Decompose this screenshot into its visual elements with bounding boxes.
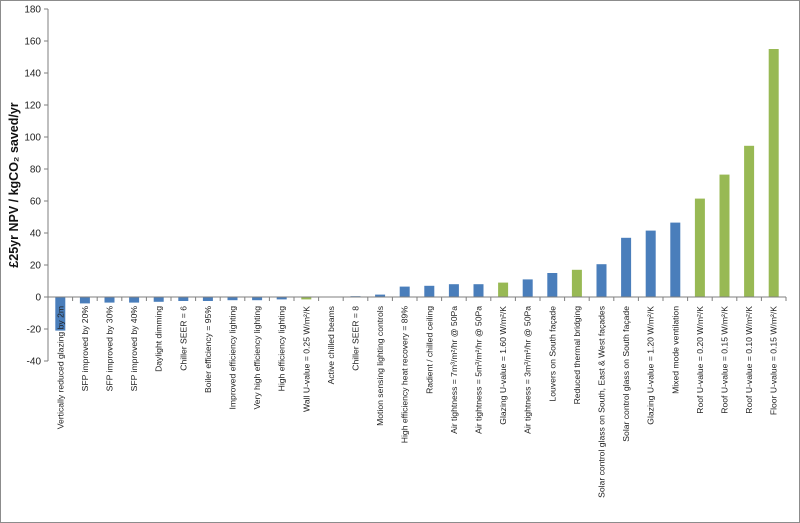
x-tick-label: Air tightness = 7m³/m²/hr @ 50Pa — [449, 306, 459, 434]
bar — [252, 297, 263, 301]
bar — [448, 284, 459, 297]
bar — [424, 285, 435, 297]
x-tick-label: SFP improved by 40% — [129, 306, 139, 392]
bar — [79, 297, 90, 304]
bar — [621, 237, 632, 297]
bar — [104, 297, 115, 303]
y-tick-label: 0 — [35, 293, 41, 304]
x-tick-label: Daylight dimming — [154, 306, 164, 372]
y-tick-label: -40 — [27, 357, 42, 368]
y-tick-label: 40 — [30, 229, 42, 240]
x-tick-label: Glazing U-value = 1.20 W/m²/K — [646, 306, 656, 425]
bar — [375, 294, 386, 297]
x-tick-label: Motion sensing lighting controls — [375, 306, 385, 426]
bar — [498, 282, 509, 297]
y-axis-label: £25yr NPV / kgCO₂ saved/yr — [7, 102, 21, 267]
bar — [276, 297, 287, 300]
y-tick-label: 60 — [30, 197, 42, 208]
x-tick-label: Roof U-value = 0.20 W/m²/K — [695, 306, 705, 414]
x-tick-label: High efficiency heat recovery = 89% — [400, 306, 410, 444]
x-tick-label: Very high efficiency lighting — [252, 306, 262, 410]
y-tick-label: 120 — [24, 101, 41, 112]
x-tick-label: SFP improved by 30% — [105, 306, 115, 392]
bar — [129, 297, 140, 303]
y-tick-label: 160 — [24, 37, 41, 48]
bar — [571, 269, 582, 297]
x-tick-label: Wall U-value = 0.25 W/m²/K — [301, 306, 311, 412]
x-tick-label: Vertically reduced glazing by 2m — [55, 306, 65, 429]
bar — [670, 222, 681, 297]
x-tick-label: Boiler efficiency = 95% — [203, 306, 213, 393]
bar — [596, 264, 607, 297]
x-tick-label: Mixed mode ventilation — [670, 306, 680, 394]
bar — [768, 49, 779, 297]
x-tick-label: Solar control glass on South façade — [621, 306, 631, 442]
bar — [178, 297, 189, 301]
x-axis — [47, 296, 787, 301]
x-tick-label: Floor U-value = 0.15 W/m²/K — [769, 306, 779, 415]
x-tick-label: Roof U-value = 0.10 W/m²/K — [744, 306, 754, 414]
x-tick-label: Air tightness = 5m³/m²/hr @ 50Pa — [474, 306, 484, 434]
x-tick-label: Active chilled beams — [326, 306, 336, 384]
bar — [645, 230, 656, 297]
x-tick-label: High efficiency lighting — [277, 306, 287, 392]
y-tick-label: -20 — [27, 325, 42, 336]
x-tick-label: Solar control glass on South, East & Wes… — [597, 306, 607, 498]
y-tick-label: 80 — [30, 165, 42, 176]
bar — [202, 297, 213, 301]
bar — [399, 286, 410, 297]
bar — [227, 297, 238, 301]
y-tick-label: 20 — [30, 261, 42, 272]
bars — [55, 49, 779, 331]
x-tick-label: Radient / chilled ceiling — [424, 306, 434, 394]
bar — [473, 284, 484, 297]
x-tick-labels: Vertically reduced glazing by 2m SFP impr… — [55, 306, 778, 498]
bar — [153, 297, 164, 302]
y-tick-label: 140 — [24, 69, 41, 80]
bar — [522, 279, 533, 297]
x-tick-label: Reduced thermal bridging — [572, 306, 582, 405]
x-tick-label: Improved efficiency lighting — [228, 306, 238, 410]
x-tick-label: Air tightness = 3m³/m²/hr @ 50Pa — [523, 306, 533, 434]
x-tick-label: Chiller SEER = 8 — [351, 306, 361, 371]
bar — [744, 145, 755, 297]
x-tick-label: Louvers on South façade — [547, 306, 557, 402]
y-tick-label: 180 — [24, 5, 41, 16]
bar — [719, 174, 730, 297]
y-axis: -40 -20 0 20 40 60 80 100 120 140 160 180 — [24, 5, 49, 368]
bar — [694, 198, 705, 297]
y-tick-label: 100 — [24, 133, 41, 144]
bar — [547, 273, 558, 297]
bar — [301, 297, 312, 300]
x-tick-label: Chiller SEER = 6 — [178, 306, 188, 371]
x-tick-label: SFP improved by 20% — [80, 306, 90, 392]
x-tick-label: Roof U-value = 0.15 W/m²/K — [720, 306, 730, 414]
bar — [55, 297, 66, 331]
x-tick-label: Glazing U-value = 1.60 W/m²/K — [498, 306, 508, 425]
